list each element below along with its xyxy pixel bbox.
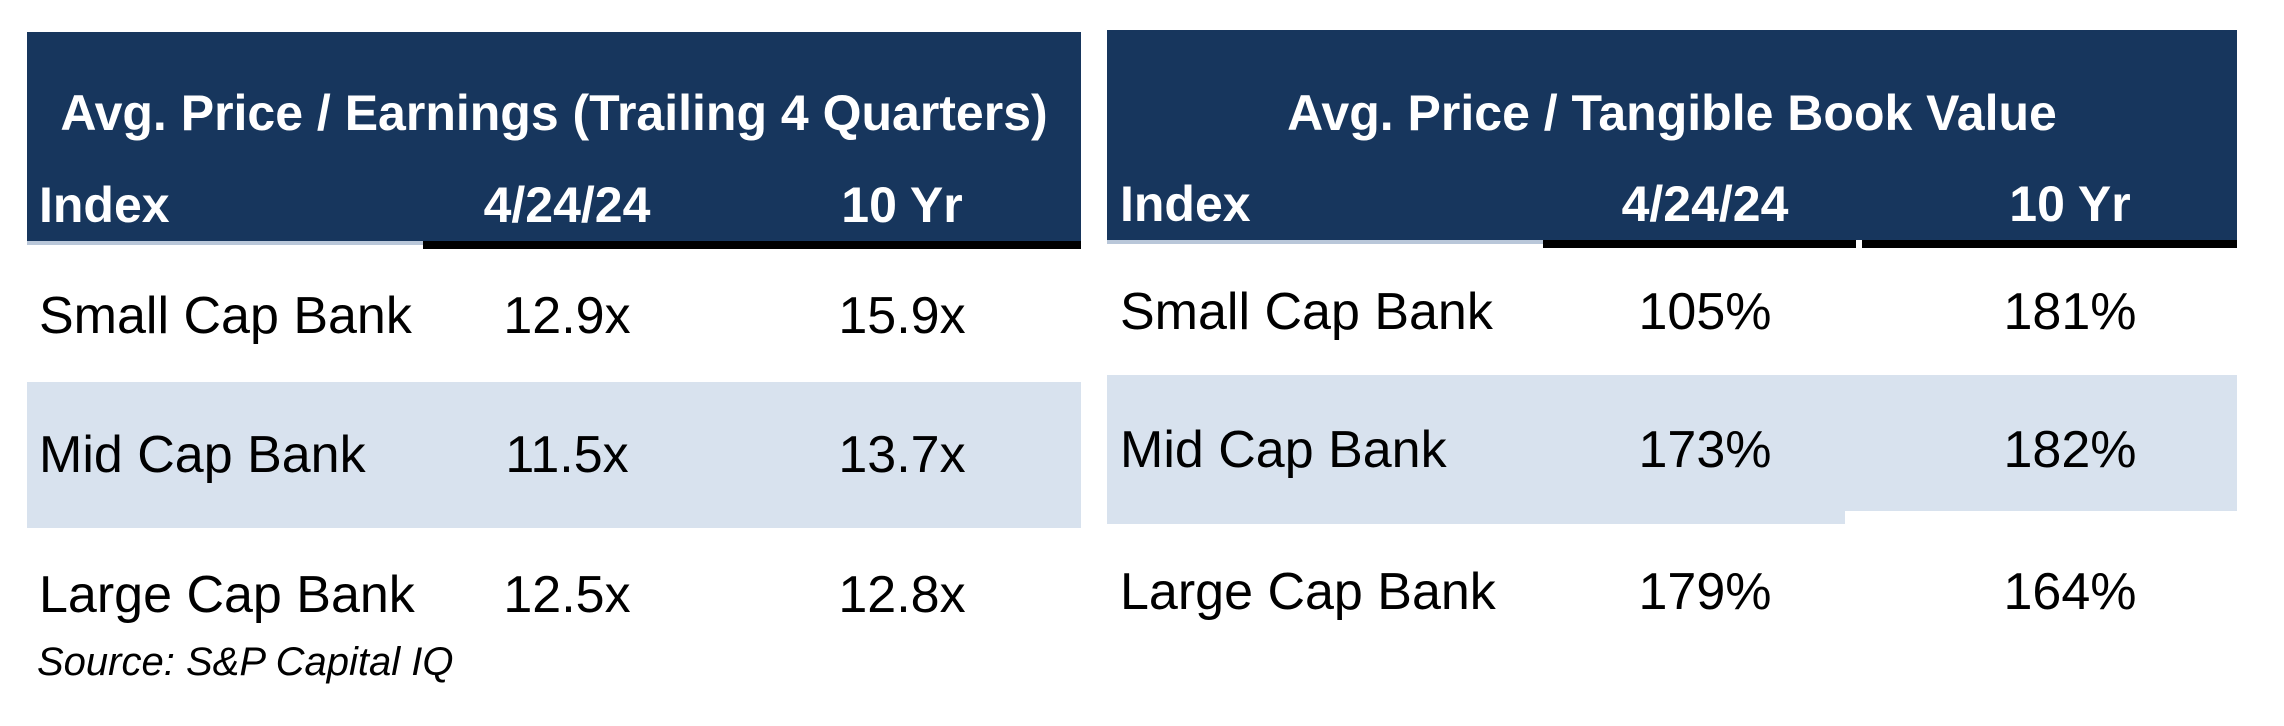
price-tangible-book-column-underline-left [1543, 240, 1856, 248]
row-value-10yr: 13.7x [838, 426, 966, 484]
price-tangible-book-column-header-date: 4/24/24 [1621, 176, 1789, 232]
row-label: Small Cap Bank [39, 286, 412, 345]
price-earnings-column-header-10yr: 10 Yr [841, 177, 963, 233]
row-label: Mid Cap Bank [39, 426, 366, 484]
price-tangible-book-header-banner: Avg. Price / Tangible Book Value Index 4… [1107, 30, 2237, 240]
row-value-10yr: 182% [2003, 420, 2137, 479]
row-label: Small Cap Bank [1120, 282, 1493, 341]
row-value-10yr: 181% [2003, 282, 2137, 341]
price-earnings-column-header-date: 4/24/24 [483, 177, 651, 233]
row-label: Large Cap Bank [39, 566, 415, 624]
price-tangible-book-column-underline-right [1862, 240, 2237, 248]
table-row: Small Cap Bank 12.9x 15.9x [27, 249, 1081, 382]
row-value-current: 12.9x [503, 286, 631, 345]
row-value-current: 173% [1638, 420, 1772, 479]
table-row: Mid Cap Bank 173% 182% [1107, 375, 2237, 524]
source-note: Source: S&P Capital IQ [37, 640, 454, 684]
table-row: Small Cap Bank 105% 181% [1107, 248, 2237, 375]
row-label: Large Cap Bank [1120, 563, 1496, 621]
row-value-10yr: 12.8x [838, 566, 966, 624]
row-value-10yr: 164% [2003, 563, 2137, 621]
price-tangible-book-column-header-index: Index [1120, 176, 1251, 232]
price-earnings-index-edge-line [27, 241, 423, 245]
highlight-row-notch [1845, 511, 2237, 524]
price-earnings-header-banner: Avg. Price / Earnings (Trailing 4 Quarte… [27, 32, 1081, 241]
price-tangible-book-index-edge-line [1107, 240, 1543, 244]
row-value-10yr: 15.9x [838, 286, 966, 345]
price-tangible-book-table: Avg. Price / Tangible Book Value Index 4… [1107, 30, 2237, 726]
row-label: Mid Cap Bank [1120, 420, 1447, 479]
table-row: Mid Cap Bank 11.5x 13.7x [27, 382, 1081, 528]
row-value-current: 12.5x [503, 566, 631, 624]
row-value-current: 105% [1638, 282, 1772, 341]
table-row: Large Cap Bank 179% 164% [1107, 524, 2237, 660]
price-earnings-title: Avg. Price / Earnings (Trailing 4 Quarte… [60, 85, 1048, 141]
price-earnings-column-underline [423, 241, 1081, 249]
price-earnings-column-header-index: Index [39, 177, 170, 233]
row-value-current: 11.5x [505, 426, 629, 484]
table-row: Large Cap Bank 12.5x 12.8x [27, 528, 1081, 662]
price-earnings-table: Avg. Price / Earnings (Trailing 4 Quarte… [27, 32, 1081, 726]
price-tangible-book-column-header-10yr: 10 Yr [2009, 176, 2131, 232]
price-tangible-book-title: Avg. Price / Tangible Book Value [1287, 85, 2057, 141]
row-value-current: 179% [1638, 563, 1772, 621]
